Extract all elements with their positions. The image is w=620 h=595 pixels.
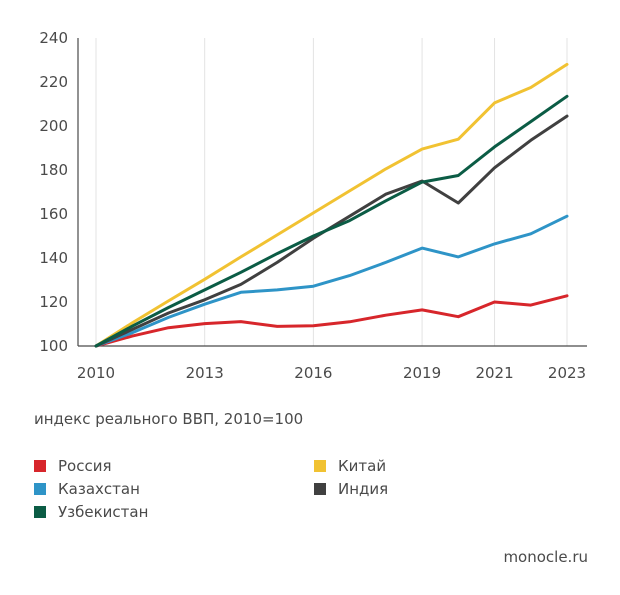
legend-item-uzbekistan: Узбекистан bbox=[34, 503, 148, 521]
x-tick-label: 2023 bbox=[548, 364, 586, 382]
legend-swatch-kazakhstan bbox=[34, 483, 46, 495]
y-tick-label: 180 bbox=[39, 161, 68, 179]
y-tick-label: 240 bbox=[39, 29, 68, 47]
x-tick-label: 2021 bbox=[475, 364, 513, 382]
legend-item-india: Индия bbox=[314, 480, 388, 498]
y-tick-label: 220 bbox=[39, 73, 68, 91]
series-line-Россия bbox=[94, 294, 569, 348]
series-lines bbox=[94, 62, 569, 348]
chart-caption: индекс реального ВВП, 2010=100 bbox=[34, 410, 304, 428]
grid bbox=[95, 38, 568, 346]
y-tick-label: 200 bbox=[39, 117, 68, 135]
legend-label-uzbekistan: Узбекистан bbox=[58, 503, 149, 521]
legend-label-india: Индия bbox=[338, 480, 389, 498]
series-line-Индия bbox=[94, 114, 569, 348]
legend-item-china: Китай bbox=[314, 457, 386, 475]
legend-label-kazakhstan: Казахстан bbox=[58, 480, 140, 498]
legend-label-russia: Россия bbox=[58, 457, 112, 475]
x-tick-label: 2019 bbox=[403, 364, 441, 382]
brand-watermark: monocle.ru bbox=[503, 548, 588, 566]
legend-item-kazakhstan: Казахстан bbox=[34, 480, 140, 498]
x-axis: 2010 2013 2016 2019 2021 2023 bbox=[77, 345, 587, 382]
x-tick-label: 2010 bbox=[77, 364, 115, 382]
series-line-Казахстан bbox=[94, 214, 569, 348]
y-tick-label: 140 bbox=[39, 249, 68, 267]
legend-swatch-uzbekistan bbox=[34, 506, 46, 518]
y-axis: 100 120 140 160 180 200 220 240 bbox=[39, 29, 79, 355]
x-tick-label: 2013 bbox=[186, 364, 224, 382]
legend-swatch-russia bbox=[34, 460, 46, 472]
y-tick-label: 120 bbox=[39, 293, 68, 311]
y-tick-label: 160 bbox=[39, 205, 68, 223]
legend-label-china: Китай bbox=[338, 457, 387, 475]
y-tick-label: 100 bbox=[39, 337, 68, 355]
legend-swatch-india bbox=[314, 483, 326, 495]
series-line-Китай bbox=[94, 62, 569, 348]
legend-swatch-china bbox=[314, 460, 326, 472]
series-line-Узбекистан bbox=[94, 94, 569, 348]
legend-item-russia: Россия bbox=[34, 457, 112, 475]
x-tick-label: 2016 bbox=[294, 364, 332, 382]
